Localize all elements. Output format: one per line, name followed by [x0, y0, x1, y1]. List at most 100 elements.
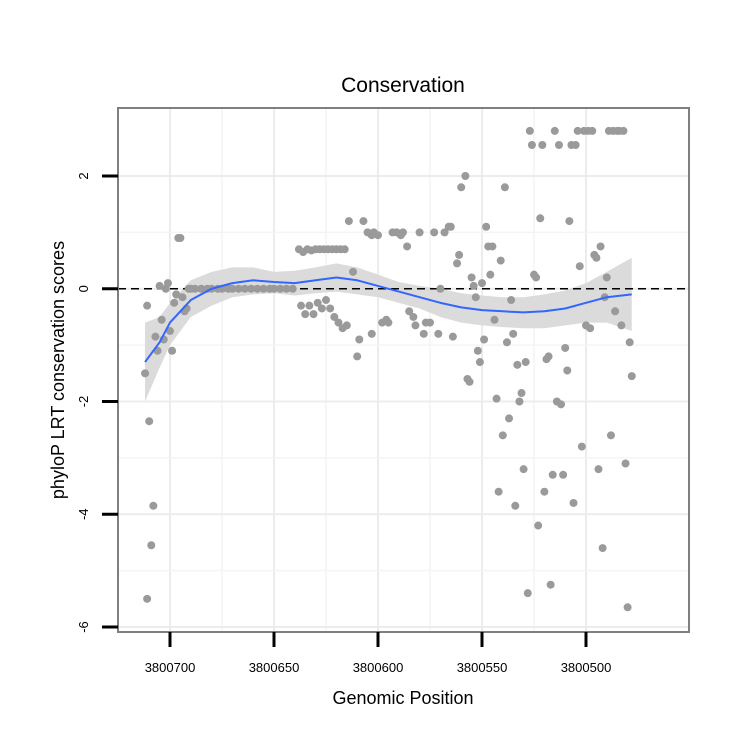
data-point [166, 327, 174, 336]
data-points [141, 126, 636, 612]
x-tick-label: 3800600 [353, 660, 404, 675]
data-point [492, 394, 501, 403]
data-point [170, 298, 179, 307]
data-point [415, 228, 424, 237]
data-point [141, 369, 150, 378]
data-point [521, 358, 530, 367]
y-axis-title: phyloP LRT conservation scores [48, 241, 68, 499]
data-point [155, 281, 164, 290]
data-point [494, 487, 503, 496]
data-point [511, 501, 520, 510]
data-point [147, 541, 156, 550]
data-point [163, 279, 172, 288]
data-point [326, 304, 335, 313]
data-point [500, 183, 509, 192]
data-point [509, 329, 518, 338]
data-point [145, 417, 154, 426]
data-point [546, 580, 555, 589]
y-tick-label: 2 [76, 172, 91, 179]
data-point [507, 296, 516, 305]
data-point [554, 140, 563, 149]
data-point [592, 253, 601, 262]
data-point [426, 318, 434, 327]
plot-area-background [118, 108, 689, 632]
data-point [544, 352, 553, 361]
data-point [573, 126, 582, 135]
data-point [471, 293, 480, 302]
data-point [240, 284, 249, 293]
data-point [446, 222, 455, 231]
data-point [259, 284, 268, 293]
data-point [469, 281, 478, 290]
data-point [478, 279, 486, 288]
confidence-band [145, 257, 632, 402]
data-point [197, 284, 206, 293]
data-point [561, 343, 570, 352]
data-point [482, 222, 491, 231]
data-point [172, 290, 181, 299]
data-point [502, 338, 511, 347]
data-point [475, 358, 484, 367]
data-point [349, 267, 358, 276]
data-point [288, 284, 297, 293]
y-tick-label: -4 [76, 508, 91, 520]
x-tick-label: 3800700 [145, 660, 196, 675]
data-point [157, 315, 166, 324]
data-point [247, 284, 256, 293]
y-tick-label: -6 [76, 621, 91, 633]
data-point [317, 304, 326, 313]
data-point [548, 470, 557, 479]
data-point [571, 140, 580, 149]
data-point [234, 284, 243, 293]
data-point [496, 256, 505, 265]
confidence-ribbon [145, 257, 632, 402]
data-point [309, 310, 318, 319]
data-point [342, 321, 351, 330]
data-point [565, 217, 574, 226]
data-point [575, 262, 584, 271]
data-point [151, 332, 160, 341]
data-point [619, 126, 628, 135]
x-axis: 3800700 3800650 3800600 3800550 3800500 [145, 632, 612, 675]
data-point [353, 352, 362, 361]
data-point [488, 242, 497, 251]
data-point [525, 126, 534, 135]
data-point [617, 321, 626, 330]
data-point [436, 284, 445, 293]
data-point [405, 307, 414, 316]
data-point [532, 273, 541, 282]
data-point [465, 377, 474, 386]
data-point [611, 307, 620, 316]
data-point [550, 126, 559, 135]
data-point [176, 234, 185, 243]
data-point [623, 603, 632, 612]
data-point [534, 521, 543, 530]
x-tick-label: 3800500 [561, 660, 612, 675]
data-point [559, 470, 568, 479]
data-point [527, 140, 536, 149]
data-point [430, 228, 439, 237]
data-point [301, 310, 310, 319]
data-point [498, 431, 507, 440]
data-point [625, 338, 634, 347]
data-point [588, 126, 597, 135]
data-point [384, 318, 393, 327]
data-point [538, 140, 547, 149]
data-point [486, 270, 495, 279]
plot-border [117, 107, 690, 633]
data-point [598, 544, 607, 553]
data-point [270, 284, 278, 293]
chart-title: Conservation [341, 74, 465, 97]
data-point [596, 242, 605, 251]
data-point [461, 172, 470, 180]
data-point [440, 228, 449, 237]
data-point [367, 329, 376, 338]
data-point [473, 346, 482, 355]
data-point [344, 217, 353, 226]
data-point [621, 459, 630, 468]
data-point [411, 321, 420, 330]
data-point [594, 465, 603, 474]
data-point [505, 414, 514, 423]
data-point [228, 284, 237, 293]
